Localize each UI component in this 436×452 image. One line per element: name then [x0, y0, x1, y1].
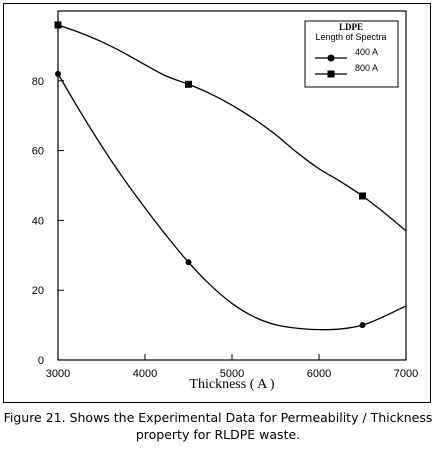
series-1-point-0 [54, 21, 62, 29]
series-line-0 [57, 73, 407, 331]
y-tick-label-80: 80 [32, 76, 44, 88]
x-tick-label-3000: 3000 [46, 368, 70, 380]
series-0-point-0 [55, 70, 61, 77]
legend-title: LDPE [339, 22, 363, 32]
series-1-point-1 [185, 80, 192, 88]
legend-marker-800 [327, 70, 335, 78]
y-tick-label-20: 20 [32, 285, 44, 297]
caption-line-2: property for RLDPE waste. [135, 427, 301, 442]
legend-label-800: 800 A [355, 63, 378, 73]
y-axis: 0 20 40 60 80 [32, 76, 64, 367]
x-tick-label-6000: 6000 [307, 368, 331, 380]
figure-caption: Figure 21. Shows the Experimental Data f… [0, 409, 436, 443]
legend-subtitle: Length of Spectra [315, 32, 386, 42]
x-tick-label-5000: 5000 [220, 368, 244, 380]
legend-box [304, 20, 399, 88]
x-tick-label-7000: 7000 [394, 368, 418, 380]
figure-frame [3, 3, 431, 403]
y-tick-label-0: 0 [38, 355, 44, 367]
caption-line-1: Figure 21. Shows the Experimental Data f… [3, 410, 433, 425]
y-tick-label-60: 60 [32, 146, 44, 158]
series-0-point-1 [185, 259, 192, 266]
series-line-1 [57, 24, 407, 232]
series-0-point-2 [359, 322, 366, 329]
legend-label-400: 400 A [355, 47, 378, 57]
legend-marker-400 [327, 54, 335, 62]
x-axis-title: Thickness ( A ) [189, 377, 274, 392]
series-1-point-2 [359, 192, 366, 200]
y-tick-label-40: 40 [32, 215, 44, 227]
x-tick-label-4000: 4000 [133, 368, 157, 380]
legend: LDPE Length of Spectra 400 A 800 A [304, 20, 399, 88]
x-axis: 3000 4000 5000 6000 7000 [46, 354, 418, 380]
series-layer [54, 21, 407, 331]
